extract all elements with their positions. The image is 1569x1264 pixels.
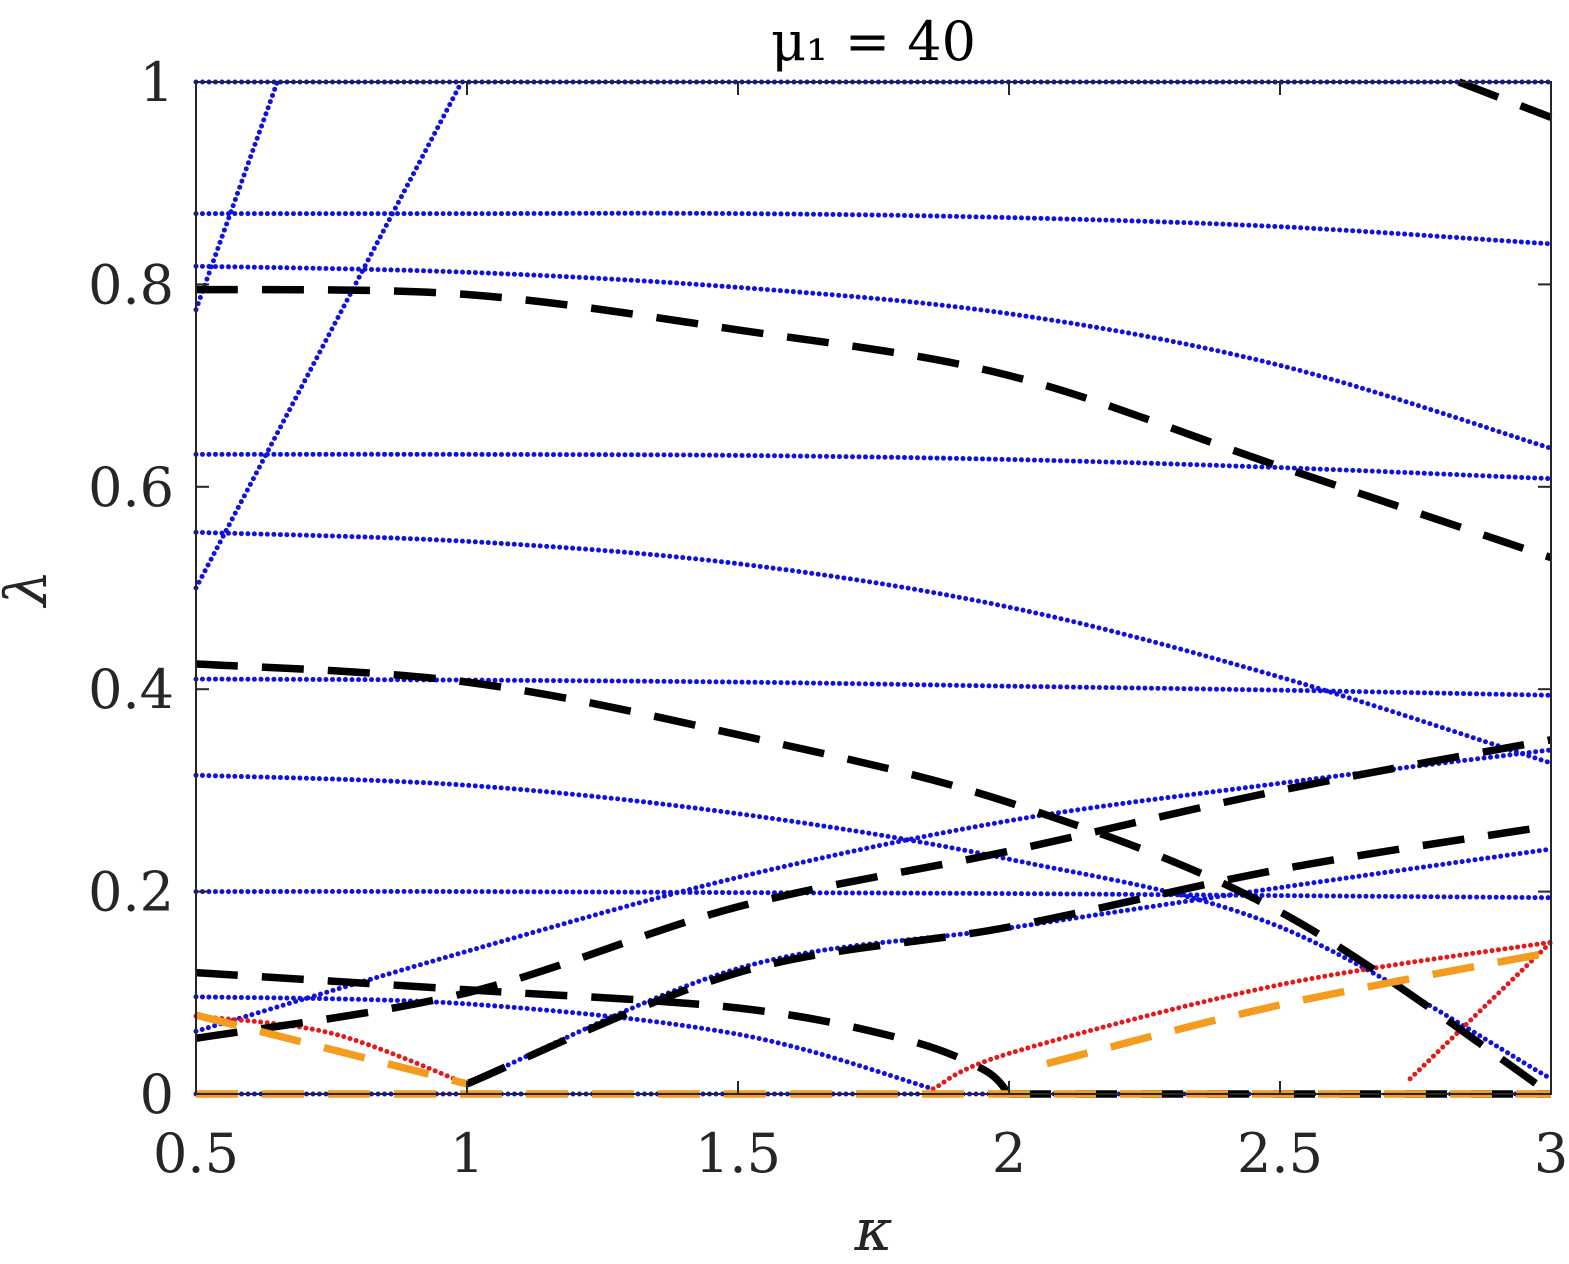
series-11-blue-dotted	[193, 994, 936, 1092]
x-tick-label: 2	[992, 1122, 1026, 1185]
y-tick-label: 0.4	[88, 658, 174, 721]
ticks	[195, 81, 1552, 1095]
series-24-orange-dashed	[195, 1011, 468, 1088]
y-tick-label: 0.2	[88, 861, 174, 924]
series-8-blue-dotted	[193, 772, 1554, 1082]
x-tick-label: 1.5	[695, 1122, 781, 1185]
series-7-blue-dotted	[193, 676, 1554, 698]
x-axis-title: κ	[853, 1196, 892, 1264]
y-tick-label: 0.6	[88, 456, 174, 519]
series-19-black-dashed	[195, 736, 1552, 1042]
x-tick-label: 1	[450, 1122, 484, 1185]
series-10-blue-dotted	[193, 747, 1554, 1034]
series-16-red-dotted	[1407, 939, 1554, 1082]
chart-title: μ₁ = 40	[771, 10, 976, 73]
series-9-blue-dotted	[193, 889, 1554, 901]
x-tick-label: 3	[1534, 1122, 1568, 1185]
axes	[195, 81, 1552, 1095]
series-1-blue-dotted	[193, 79, 280, 313]
series-21-black-dashed	[465, 822, 1552, 1088]
plot-frame	[195, 81, 1552, 1095]
series-4-blue-dotted	[193, 263, 1554, 451]
x-tick-label: 2.5	[1237, 1122, 1323, 1185]
series-12-blue-dotted	[464, 846, 1554, 1087]
series-14-red-dotted	[193, 1013, 470, 1087]
series-25-orange-dashed	[1045, 948, 1552, 1068]
y-axis-title: λ	[0, 570, 60, 609]
y-tick-label: 1	[140, 51, 174, 114]
y-tick-label: 0.8	[88, 253, 174, 316]
y-tick-label: 0	[140, 1063, 174, 1126]
series-22-black-dashed	[1457, 78, 1553, 121]
series-2-blue-dotted	[193, 79, 465, 591]
series-20-black-dashed	[195, 968, 1012, 1097]
series-layer	[193, 78, 1554, 1098]
labels: 0.5 1 1.5 2 2.5 3 0 0.2 0.4 0.6 0.8 1	[88, 51, 1568, 1185]
series-3-blue-dotted	[193, 210, 1554, 247]
x-tick-label: 0.5	[153, 1122, 239, 1185]
series-15-red-dotted	[930, 939, 1554, 1092]
series-17-black-dashed	[195, 285, 1553, 562]
series-5-blue-dotted	[193, 451, 1554, 482]
series-6-blue-dotted	[193, 529, 1554, 766]
